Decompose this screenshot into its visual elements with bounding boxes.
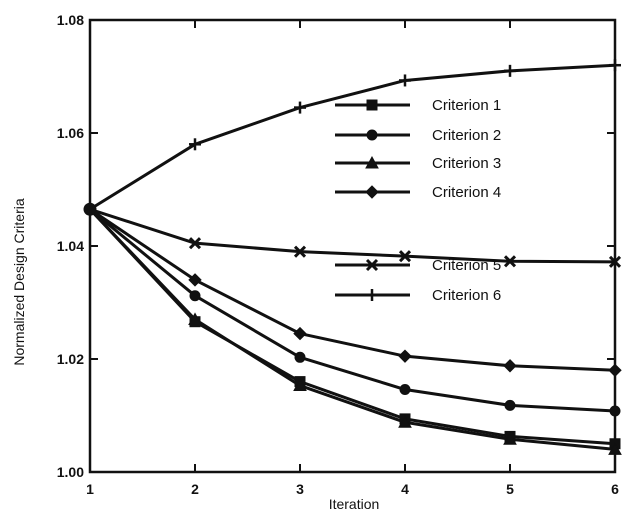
legend-item-criterion-5: Criterion 5 — [335, 257, 501, 274]
y-axis-label: Normalized Design Criteria — [11, 198, 27, 365]
triangle-marker — [293, 378, 307, 392]
series-line — [88, 208, 616, 451]
legend-item-criterion-2: Criterion 2 — [335, 127, 501, 144]
plus-marker — [366, 289, 378, 301]
diamond-marker — [293, 326, 307, 341]
triangle-marker — [398, 415, 412, 428]
x-tick-label: 5 — [506, 481, 514, 497]
circle-marker — [189, 290, 201, 302]
circle-marker — [366, 129, 378, 141]
legend-label: Criterion 6 — [432, 287, 501, 304]
x-tick-label: 3 — [296, 481, 304, 497]
circle-marker — [609, 405, 621, 417]
x-marker — [608, 255, 622, 268]
y-tick-label: 1.04 — [57, 238, 84, 254]
legend-item-criterion-1: Criterion 1 — [335, 97, 501, 114]
series-line — [89, 63, 616, 211]
x-marker — [503, 255, 517, 268]
square-marker — [366, 99, 378, 111]
triangle-marker — [503, 432, 517, 445]
x-tick-label: 6 — [611, 481, 619, 497]
series-line — [88, 208, 616, 446]
legend-label: Criterion 1 — [432, 97, 501, 114]
plus-marker — [504, 64, 516, 77]
x-marker — [398, 250, 412, 263]
series-layer — [83, 59, 622, 455]
legend: Criterion 1 Criterion 2 Criterion 3 Criteri… — [335, 97, 501, 304]
origin-point — [83, 202, 97, 216]
y-tick-label: 1.06 — [57, 125, 84, 141]
diamond-marker — [503, 359, 517, 373]
plus-marker — [399, 74, 411, 87]
diamond-marker — [365, 185, 379, 199]
plus-marker — [189, 138, 201, 151]
series-criterion-3 — [88, 208, 622, 455]
x-tick-label: 2 — [191, 481, 199, 497]
x-tick-label: 1 — [86, 481, 94, 497]
series-line — [89, 208, 616, 372]
x-marker — [293, 245, 307, 258]
legend-item-criterion-4: Criterion 4 — [335, 184, 501, 201]
series-criterion-6 — [89, 59, 621, 211]
legend-item-criterion-3: Criterion 3 — [335, 155, 501, 172]
series-criterion-2 — [89, 208, 621, 417]
circle-marker — [399, 384, 411, 396]
series-line — [89, 208, 616, 413]
plus-marker — [609, 59, 621, 72]
x-marker — [188, 237, 202, 250]
series-criterion-1 — [88, 208, 621, 450]
diamond-marker — [188, 273, 202, 287]
triangle-marker — [608, 442, 622, 455]
series-criterion-4 — [89, 208, 622, 378]
legend-label: Criterion 3 — [432, 155, 501, 172]
circle-marker — [504, 399, 516, 411]
y-tick-label: 1.08 — [57, 12, 84, 28]
y-tick-label: 1.02 — [57, 351, 84, 367]
legend-item-criterion-6: Criterion 6 — [335, 287, 501, 304]
series-line — [89, 207, 616, 264]
circle-marker — [294, 351, 306, 363]
legend-label: Criterion 2 — [432, 127, 501, 144]
legend-label: Criterion 5 — [432, 257, 501, 274]
chart-axes: 1 2 3 4 5 6 1.00 1.02 1.04 1.06 1.08 — [57, 12, 619, 497]
triangle-marker — [365, 155, 379, 169]
x-axis-label: Iteration — [329, 496, 380, 512]
plus-marker — [294, 101, 306, 114]
legend-label: Criterion 4 — [432, 184, 501, 201]
x-tick-label: 4 — [401, 481, 409, 497]
series-criterion-5 — [89, 207, 622, 268]
diamond-marker — [398, 349, 412, 363]
diamond-marker — [608, 363, 622, 378]
y-tick-label: 1.00 — [57, 464, 84, 480]
x-marker — [365, 258, 379, 272]
triangle-marker — [188, 312, 202, 325]
